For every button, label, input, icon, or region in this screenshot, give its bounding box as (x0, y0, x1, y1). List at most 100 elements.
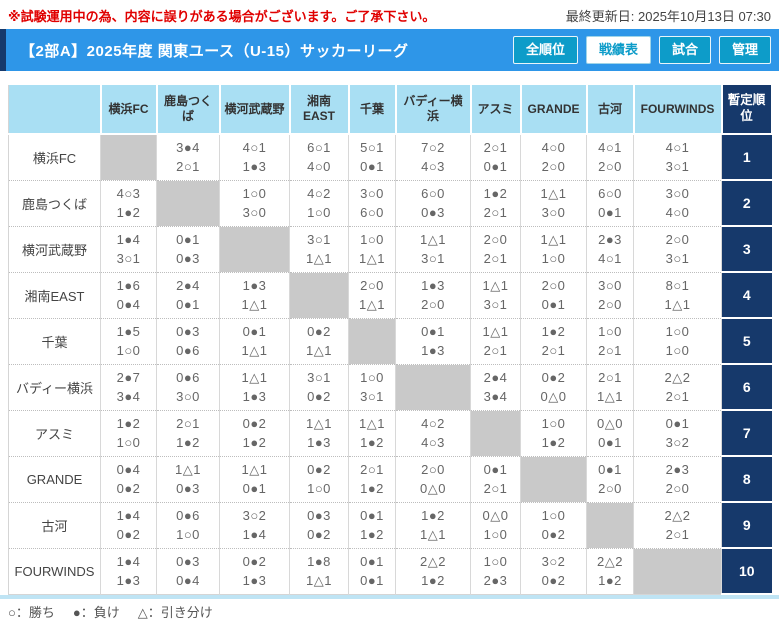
table-row: 古河 1●4 0●2 0●6 1○0 3○2 1●4 0●3 0●2 0●1 1●2 1●2 1△1 0△… (8, 502, 772, 549)
result-cell: 0●2 1●3 (219, 548, 290, 595)
match-result: 1●4 (242, 527, 267, 542)
result-cell: 2●3 4○1 (586, 226, 634, 273)
column-header: 古河 (586, 85, 635, 135)
match-result: 2●3 (665, 462, 690, 477)
match-result: 2●3 (598, 232, 622, 247)
match-result: 1○0 (541, 416, 566, 431)
match-result: 2○0 (421, 297, 445, 312)
result-cell: 1○0 2○1 (586, 318, 634, 365)
match-result: 1●2 (541, 324, 566, 339)
match-result: 1●2 (483, 186, 508, 201)
legend-loss: ●：負け (72, 605, 120, 620)
diagonal-cell (348, 318, 396, 365)
result-cell: 1○0 1○0 (633, 318, 722, 365)
match-result: 2○0 (360, 278, 384, 293)
match-result: 1●2 (421, 508, 445, 523)
match-result: 1△1 (359, 251, 385, 266)
column-header: FOURWINDS (633, 85, 723, 135)
column-header: アスミ (470, 85, 522, 135)
result-cell: 2●7 3●4 (100, 364, 157, 411)
match-result: 1△1 (359, 297, 385, 312)
match-result: 2○1 (360, 462, 384, 477)
result-cell: 3●4 2○1 (156, 134, 220, 181)
match-result: 1○0 (307, 205, 331, 220)
match-result: 0●1 (242, 481, 267, 496)
match-result: 2○0 (598, 297, 622, 312)
match-result: 1○0 (116, 343, 141, 358)
match-result: 3○1 (665, 159, 690, 175)
result-cell: 3○1 1△1 (289, 226, 349, 273)
match-result: 0●4 (116, 462, 141, 477)
match-result: 1●4 (116, 508, 141, 523)
match-result: 3○1 (483, 297, 508, 312)
results-grid-button[interactable]: 戦績表 (585, 36, 651, 64)
match-result: 1△1 (306, 343, 332, 358)
match-result: 1●3 (421, 278, 445, 293)
match-result: 1△1 (482, 324, 509, 339)
match-result: 2○1 (665, 527, 690, 542)
result-cell: 0●2 1○0 (289, 456, 349, 503)
legend-win: ○：勝ち (8, 605, 55, 620)
matches-button[interactable]: 試合 (658, 36, 711, 64)
match-result: 4○3 (116, 186, 141, 201)
diagonal-cell (520, 456, 587, 503)
match-result: 0●1 (421, 324, 445, 339)
match-result: 0●2 (307, 527, 331, 542)
table-row: 横浜FC 3●4 2○1 4○1 1●3 6○1 4○0 5○1 0●1 7○2 4○3 2○1 0●1… (8, 134, 772, 181)
result-cell: 2○0 3○1 (633, 226, 722, 273)
result-cell: 0●1 1△1 (219, 318, 290, 365)
match-result: 1○0 (541, 508, 566, 523)
match-result: 1△1 (664, 297, 691, 312)
match-result: 0●2 (116, 527, 141, 542)
result-cell: 2○1 0●1 (470, 134, 521, 181)
match-result: 1○0 (176, 527, 200, 542)
match-result: 1●3 (307, 435, 331, 450)
match-result: 0●1 (242, 324, 267, 339)
match-result: 0△0 (482, 508, 509, 523)
result-cell: 2△2 1●2 (586, 548, 634, 595)
title-bar: 【2部A】2025年度 関東ユース（U-15）サッカーリーグ 全順位 戦績表 試… (0, 29, 779, 71)
column-header: 横浜FC (100, 85, 158, 135)
result-cell: 1△1 3○1 (395, 226, 471, 273)
team-name-cell: 千葉 (8, 318, 101, 365)
rank-cell: 5 (721, 318, 772, 365)
match-result: 1○0 (665, 343, 690, 358)
match-result: 1●2 (598, 573, 622, 588)
match-result: 0●6 (176, 343, 200, 358)
diagonal-cell (100, 134, 157, 181)
result-cell: 5○1 0●1 (348, 134, 396, 181)
result-cell: 1○0 2●3 (470, 548, 521, 595)
team-name-cell: バディー横浜 (8, 364, 101, 411)
match-result: 3○1 (665, 251, 690, 266)
match-result: 0●1 (176, 232, 200, 247)
match-result: 1○0 (483, 527, 508, 542)
match-result: 0●3 (176, 251, 200, 266)
match-result: 2○1 (483, 481, 508, 496)
admin-button[interactable]: 管理 (718, 36, 771, 64)
team-name-cell: GRANDE (8, 456, 101, 503)
legend-draw: △：引き分け (137, 605, 213, 620)
result-cell: 4○0 2○0 (520, 134, 587, 181)
result-cell: 0●3 0●6 (156, 318, 220, 365)
match-result: 1○0 (483, 554, 508, 569)
match-result: 0●1 (665, 416, 690, 431)
all-standings-button[interactable]: 全順位 (512, 36, 578, 64)
match-result: 3○1 (421, 251, 445, 266)
match-result: 0△0 (420, 481, 446, 496)
result-cell: 4○2 4○3 (395, 410, 471, 457)
result-cell: 1△1 0●1 (219, 456, 290, 503)
result-cell: 1○0 3○1 (348, 364, 396, 411)
column-header: 横河武蔵野 (219, 85, 291, 135)
match-result: 1○0 (541, 251, 566, 266)
result-cell: 1●3 1△1 (219, 272, 290, 319)
match-result: 3○1 (360, 389, 384, 404)
match-result: 1△1 (241, 462, 268, 477)
match-result: 3○0 (665, 186, 690, 201)
match-result: 2○1 (541, 343, 566, 358)
match-result: 0●1 (360, 508, 384, 523)
match-result: 2○1 (665, 389, 690, 404)
diagonal-cell (470, 410, 521, 457)
result-cell: 1●4 1●3 (100, 548, 157, 595)
result-cell: 3○0 6○0 (348, 180, 396, 227)
match-result: 2○0 (665, 232, 690, 247)
